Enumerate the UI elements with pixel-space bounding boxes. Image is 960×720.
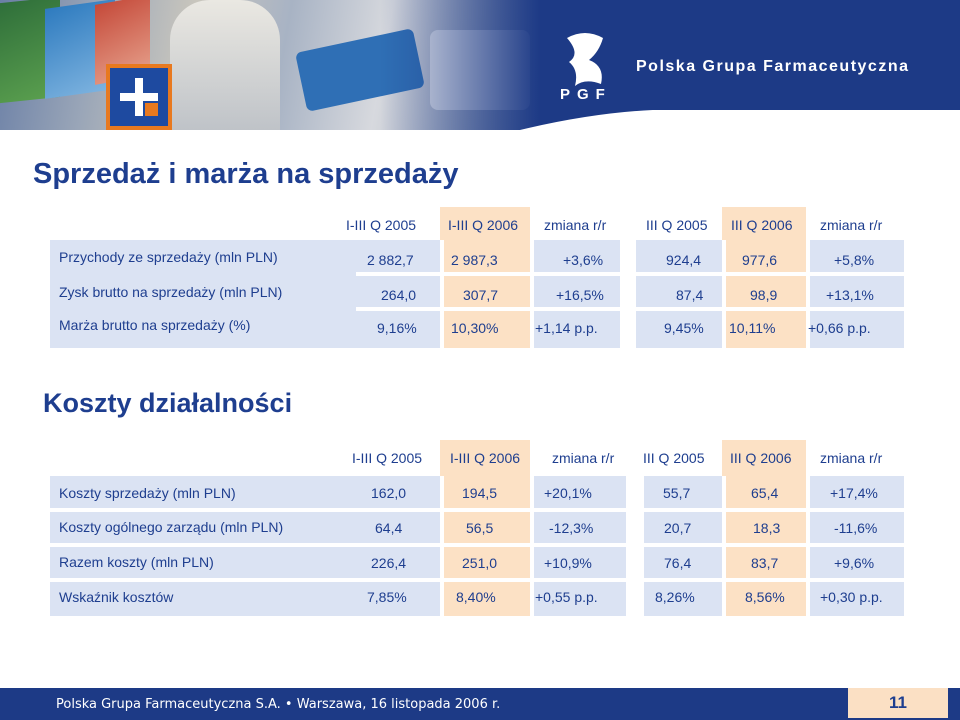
costs-col-header: I-III Q 2006 <box>450 450 521 466</box>
costs-cell: 64,4 <box>375 520 403 536</box>
costs-cell: +0,30 p.p. <box>820 589 883 605</box>
sales-row-label: Zysk brutto na sprzedaży (mln PLN) <box>59 284 283 300</box>
costs-col-header: III Q 2006 <box>730 450 792 466</box>
costs-row-label: Koszty ogólnego zarządu (mln PLN) <box>59 519 284 535</box>
sales-cell: 10,11% <box>729 320 776 336</box>
costs-cell: +20,1% <box>544 485 592 501</box>
costs-col-header: I-III Q 2005 <box>352 450 423 466</box>
sales-col-header: I-III Q 2006 <box>448 217 519 233</box>
costs-cell: +10,9% <box>544 555 592 571</box>
costs-col-header: zmiana r/r <box>820 450 883 466</box>
sales-col-header: III Q 2005 <box>646 217 708 233</box>
sales-cell: +1,14 p.p. <box>535 320 598 336</box>
sales-section-title: Sprzedaż i marża na sprzedaży <box>33 158 459 190</box>
costs-cell: -12,3% <box>549 520 594 536</box>
costs-cell: 18,3 <box>753 520 781 536</box>
costs-row-label: Wskaźnik kosztów <box>59 589 174 605</box>
costs-cell: 251,0 <box>462 555 498 571</box>
costs-cell: +9,6% <box>834 555 875 571</box>
header-banner: PGF Polska Grupa Farmaceutyczna <box>0 0 960 130</box>
costs-cell: 226,4 <box>371 555 407 571</box>
sales-cell: +5,8% <box>834 252 875 268</box>
sales-cell: 264,0 <box>381 287 417 303</box>
costs-cell: +17,4% <box>830 485 878 501</box>
sales-cell: 10,30% <box>451 320 499 336</box>
sales-cell: 9,16% <box>377 320 417 336</box>
costs-cell: 8,56% <box>745 589 785 605</box>
page-number-box <box>848 688 948 718</box>
costs-section-title: Koszty działalności <box>43 388 293 418</box>
sales-row-label: Marża brutto na sprzedaży (%) <box>59 317 251 333</box>
header-wave <box>0 110 960 150</box>
costs-cell: 162,0 <box>371 485 407 501</box>
sales-row-label: Przychody ze sprzedaży (mln PLN) <box>59 249 278 265</box>
sales-cell: 98,9 <box>750 287 778 303</box>
footer-text: Polska Grupa Farmaceutyczna S.A. • Warsz… <box>56 697 501 712</box>
sales-cell: +0,66 p.p. <box>808 320 871 336</box>
sales-col-header: zmiana r/r <box>544 217 607 233</box>
costs-cell: 76,4 <box>664 555 692 571</box>
sales-cell: 2 987,3 <box>451 252 498 268</box>
costs-cell: 20,7 <box>664 520 692 536</box>
footer-bar <box>0 688 960 720</box>
sales-cell: 87,4 <box>676 287 704 303</box>
costs-cell: 8,40% <box>456 589 496 605</box>
costs-row-label: Razem koszty (mln PLN) <box>59 554 214 570</box>
sales-cell: +13,1% <box>826 287 874 303</box>
page-number: 11 <box>889 693 907 712</box>
costs-cell: 194,5 <box>462 485 498 501</box>
sales-cell: 977,6 <box>742 252 778 268</box>
costs-cell: +0,55 p.p. <box>535 589 598 605</box>
pgf-logo-icon <box>567 33 603 86</box>
sales-cell: 2 882,7 <box>367 252 414 268</box>
costs-cell: 65,4 <box>751 485 779 501</box>
costs-row-label: Koszty sprzedaży (mln PLN) <box>59 485 236 501</box>
brand-name: Polska Grupa Farmaceutyczna <box>636 58 910 75</box>
sales-col-header: III Q 2006 <box>731 217 793 233</box>
sales-cell: 307,7 <box>463 287 499 303</box>
costs-cell: -11,6% <box>834 520 878 536</box>
sales-col-header: zmiana r/r <box>820 217 883 233</box>
costs-cell: 83,7 <box>751 555 779 571</box>
sales-cell: 924,4 <box>666 252 702 268</box>
sales-cell: +16,5% <box>556 287 604 303</box>
costs-cell: 55,7 <box>663 485 691 501</box>
costs-col-header: zmiana r/r <box>552 450 615 466</box>
sales-cell: 9,45% <box>664 320 704 336</box>
pgf-logo-text: PGF <box>560 86 612 103</box>
costs-cell: 8,26% <box>655 589 695 605</box>
header-photo <box>0 0 540 130</box>
sales-cell: +3,6% <box>563 252 604 268</box>
sales-col-header: I-III Q 2005 <box>346 217 417 233</box>
costs-cell: 7,85% <box>367 589 407 605</box>
costs-cell: 56,5 <box>466 520 494 536</box>
pharmacy-cross-logo <box>106 64 172 130</box>
costs-col-header: III Q 2005 <box>643 450 705 466</box>
